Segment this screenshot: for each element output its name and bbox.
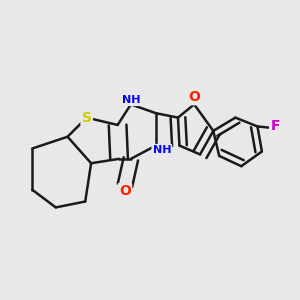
Text: NH: NH (122, 95, 140, 105)
Text: F: F (270, 119, 280, 134)
Text: O: O (188, 90, 200, 104)
Text: NH: NH (152, 145, 171, 155)
Text: O: O (119, 184, 131, 198)
Text: S: S (82, 111, 92, 124)
